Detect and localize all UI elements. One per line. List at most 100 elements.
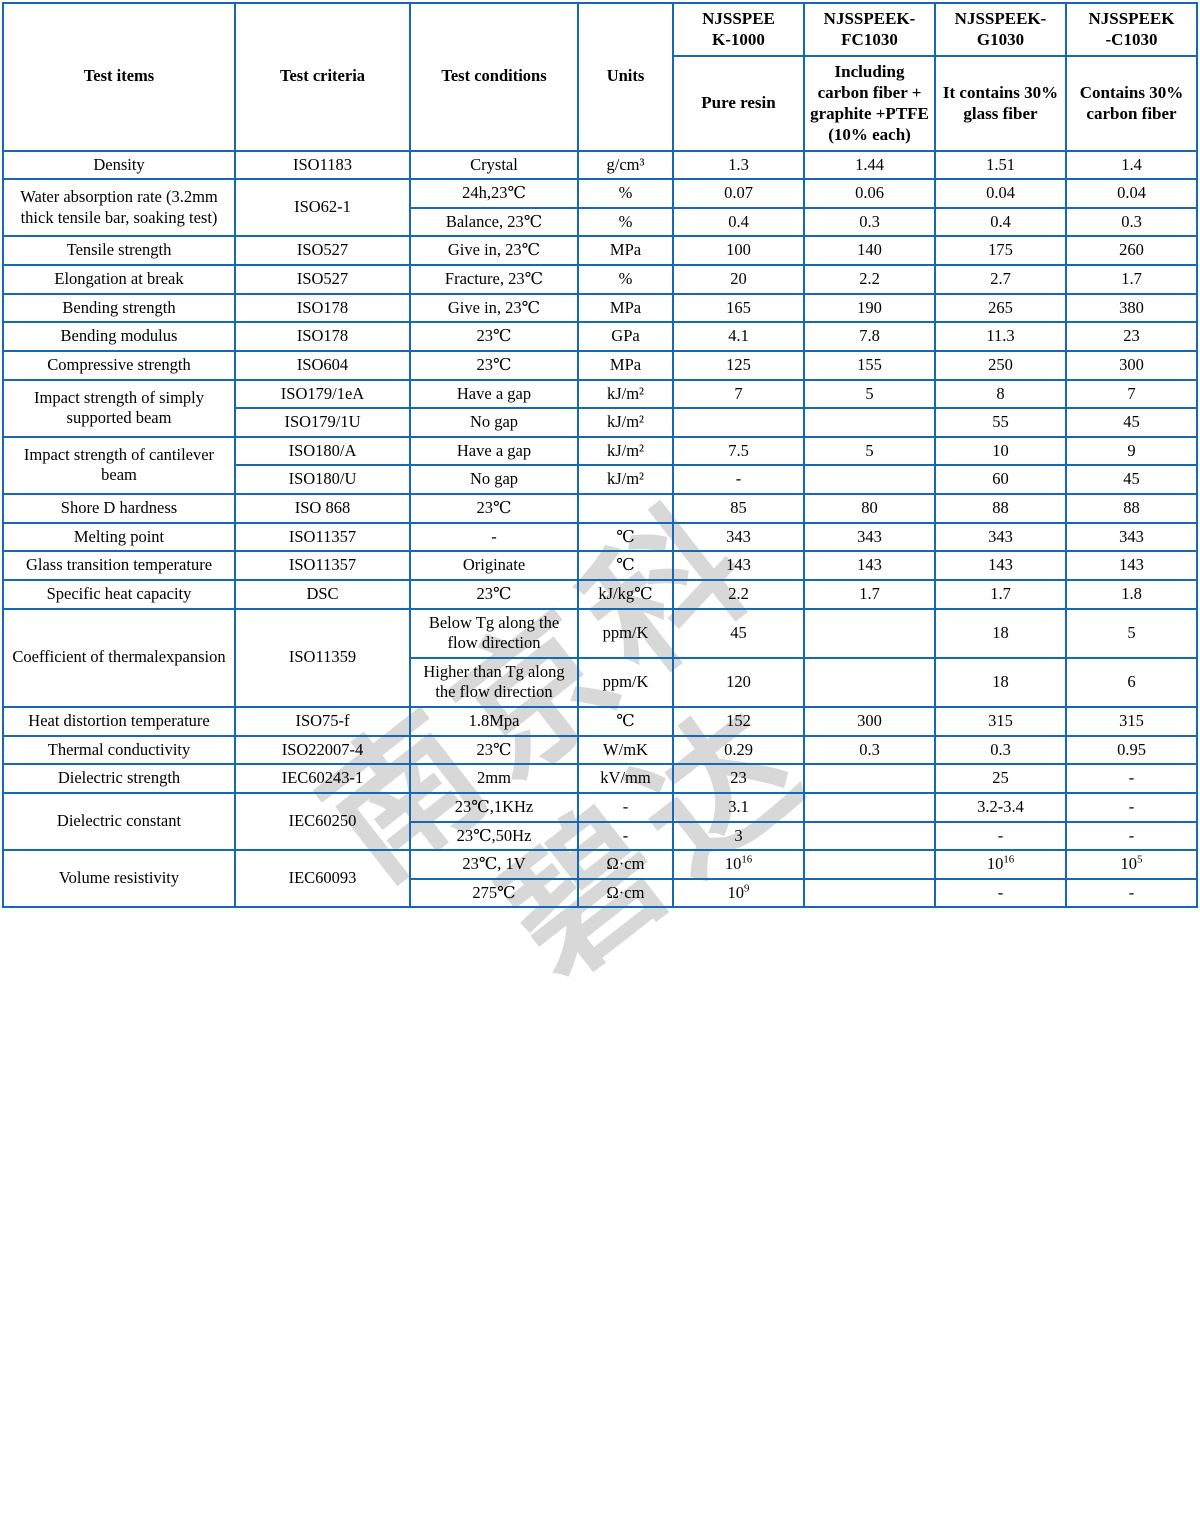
cell-value-product-0: 7.5 <box>672 435 805 467</box>
cell-test-criteria: DSC <box>234 578 411 610</box>
cell-value-product-1: 0.3 <box>803 206 936 238</box>
product-3-name-line1: NJSSPEEK <box>1088 9 1175 28</box>
cell-value-product-1: 343 <box>803 521 936 553</box>
table-row: Density ISO1183 Crystal g/cm³ 1.3 1.44 1.51 1.4 <box>2 149 1198 181</box>
cell-units: kJ/kg℃ <box>577 578 674 610</box>
cell-value-product-0: 100 <box>672 235 805 266</box>
column-header-product-2-desc: It contains 30% glass fiber <box>934 54 1067 152</box>
cell-value-product-2: 1016 <box>934 849 1067 880</box>
table-row: Compressive strength ISO604 23℃ MPa 125 155 25… <box>2 349 1198 381</box>
cell-value-product-1: 143 <box>803 550 936 581</box>
cell-test-criteria: ISO527 <box>234 235 411 266</box>
product-0-name-line2: K-1000 <box>712 30 765 50</box>
cell-test-item: Bending strength <box>2 292 236 324</box>
cell-value-product-2: 60 <box>934 464 1067 495</box>
cell-value-product-0: - <box>672 464 805 495</box>
cell-value-product-1: 7.8 <box>803 321 936 352</box>
cell-value-product-3: 7 <box>1065 378 1198 410</box>
product-3-name-line2: -C1030 <box>1105 30 1158 50</box>
cell-value-product-1 <box>803 407 936 438</box>
table-row: Higher than Tg along the flow direction p… <box>3 656 1198 709</box>
column-header-test-criteria: Test criteria <box>234 2 411 152</box>
cell-test-conditions: - <box>409 521 579 553</box>
product-1-name-line1: NJSSPEEK- <box>823 9 916 28</box>
cell-value-product-0: 125 <box>672 349 805 381</box>
table-row: Heat distortion temperature ISO75-f 1.8Mpa… <box>2 706 1198 737</box>
cell-value-product-3: 1.7 <box>1065 264 1198 295</box>
cell-value-product-2: 265 <box>934 292 1067 324</box>
cell-value-product-0: 152 <box>672 706 805 737</box>
table-row: Glass transition temperature ISO11357 Orig… <box>2 550 1198 581</box>
column-header-test-items: Test items <box>2 2 236 152</box>
cell-value-product-0: 85 <box>672 493 805 524</box>
column-header-test-conditions: Test conditions <box>409 2 579 152</box>
cell-value-product-1: 140 <box>803 235 936 266</box>
cell-value-product-3: 260 <box>1065 235 1198 266</box>
cell-units: MPa <box>577 349 674 381</box>
cell-value-product-0: 143 <box>672 550 805 581</box>
cell-test-item: Density <box>2 149 236 181</box>
cell-value-product-3: 143 <box>1065 550 1198 581</box>
cell-units: MPa <box>577 292 674 324</box>
header-row-main: Test items Test criteria Test conditions… <box>2 2 1198 152</box>
table-row: Impact strength of cantilever beam ISO180… <box>2 435 1198 496</box>
cell-value-product-2: 0.4 <box>934 206 1067 238</box>
cell-value-product-0: 165 <box>672 292 805 324</box>
cell-test-criteria: ISO11359 <box>234 607 411 708</box>
cell-test-item: Dielectric constant <box>2 791 236 852</box>
cell-value-product-1 <box>803 763 936 794</box>
table-header: Test items Test criteria Test conditions… <box>2 2 1198 152</box>
cell-units <box>577 493 674 524</box>
cell-test-criteria: IEC60250 <box>234 791 411 852</box>
table-row: ISO180/U No gap kJ/m² - 60 45 <box>3 464 1198 495</box>
cell-value-product-2: 175 <box>934 235 1067 266</box>
cell-value-product-3: 88 <box>1065 493 1198 524</box>
cell-value-product-3: 0.95 <box>1065 734 1198 766</box>
cell-test-conditions: Fracture, 23℃ <box>409 264 579 295</box>
cell-test-criteria: ISO11357 <box>234 521 411 553</box>
column-header-product-2-name: NJSSPEEK- G1030 <box>934 2 1067 57</box>
column-header-product-1-desc: Including carbon fiber + graphite +PTFE … <box>803 54 936 152</box>
cell-test-conditions: 2mm <box>409 763 579 794</box>
cell-test-criteria: ISO179/1eA <box>234 378 411 410</box>
cell-units: Ω·cm <box>577 849 674 880</box>
cell-value-product-3: 1.8 <box>1065 578 1198 610</box>
cell-value-product-2: 0.3 <box>934 734 1067 766</box>
cell-units: ℃ <box>577 550 674 581</box>
cell-value-product-2: 18 <box>934 607 1067 659</box>
cell-test-conditions: 23℃ <box>409 578 579 610</box>
cell-value-product-1 <box>803 607 936 659</box>
cell-test-conditions: Originate <box>409 550 579 581</box>
cell-test-item: Specific heat capacity <box>2 578 236 610</box>
cell-value-product-1: 190 <box>803 292 936 324</box>
cell-value-product-2: - <box>934 877 1067 909</box>
cell-value-product-2: 2.7 <box>934 264 1067 295</box>
cell-value-product-3: 5 <box>1065 607 1198 659</box>
cell-units: GPa <box>577 321 674 352</box>
cell-test-item: Compressive strength <box>2 349 236 381</box>
cell-value-product-1 <box>803 656 936 709</box>
cell-test-item: Impact strength of cantilever beam <box>2 435 236 496</box>
cell-units: % <box>577 264 674 295</box>
table-row: Dielectric strength IEC60243-1 2mm kV/mm 23 2… <box>2 763 1198 794</box>
cell-value-product-1: 155 <box>803 349 936 381</box>
cell-value-product-2: 10 <box>934 435 1067 467</box>
cell-value-product-1: 5 <box>803 435 936 467</box>
table-row: Coefficient of thermalexpansion ISO11359 B… <box>2 607 1198 708</box>
cell-value-product-3: 9 <box>1065 435 1198 467</box>
cell-value-product-1: 1.44 <box>803 149 936 181</box>
cell-units: ℃ <box>577 706 674 737</box>
table-row: Thermal conductivity ISO22007-4 23℃ W/mK 0.2… <box>2 734 1198 766</box>
cell-units: kV/mm <box>577 763 674 794</box>
cell-test-conditions: Have a gap <box>409 435 579 467</box>
cell-value-product-3: 300 <box>1065 349 1198 381</box>
cell-value-product-2: 143 <box>934 550 1067 581</box>
cell-test-item: Glass transition temperature <box>2 550 236 581</box>
cell-value-product-3: - <box>1065 820 1198 852</box>
cell-test-conditions: 23℃, 1V <box>409 849 579 880</box>
cell-value-product-1: 1.7 <box>803 578 936 610</box>
cell-test-conditions: 24h,23℃ <box>409 178 579 209</box>
cell-test-criteria: ISO62-1 <box>234 178 411 238</box>
table-row: Elongation at break ISO527 Fracture, 23℃% 2… <box>2 264 1198 295</box>
cell-value-product-2: 18 <box>934 656 1067 709</box>
